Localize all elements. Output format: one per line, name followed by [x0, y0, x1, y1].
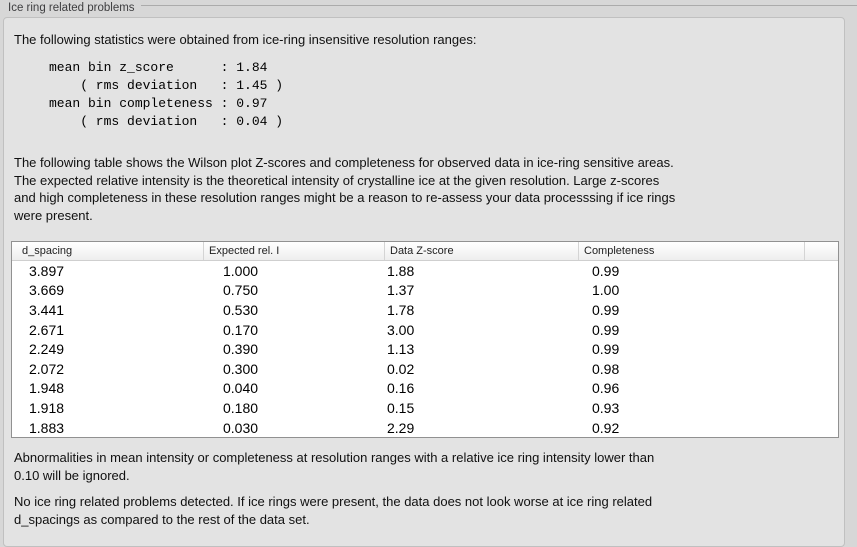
cell-d-spacing: 1.948: [29, 380, 65, 397]
column-header-expected-rel-i[interactable]: Expected rel. I: [203, 242, 384, 260]
cell-data-z-score: 2.29: [387, 419, 415, 436]
cell-expected-rel-i: 0.390: [223, 341, 259, 358]
cell-data-z-score: 1.88: [387, 262, 415, 279]
statistics-block: mean bin z_score : 1.84 ( rms deviation …: [49, 60, 284, 129]
cell-d-spacing: 2.072: [29, 360, 65, 377]
cell-completeness: 1.00: [592, 282, 620, 299]
table-body: 3.897 1.000 1.88 0.99 3.669 0.750 1.37 1…: [12, 261, 838, 437]
cell-data-z-score: 0.15: [387, 399, 415, 416]
cell-d-spacing: 1.883: [29, 419, 65, 436]
table-row[interactable]: 3.441 0.530 1.78 0.99: [12, 300, 838, 320]
cell-data-z-score: 0.16: [387, 380, 415, 397]
table-row[interactable]: 3.669 0.750 1.37 1.00: [12, 281, 838, 301]
cell-completeness: 0.99: [592, 341, 620, 358]
cell-expected-rel-i: 0.170: [223, 321, 259, 338]
cell-data-z-score: 1.78: [387, 301, 415, 318]
cell-expected-rel-i: 1.000: [223, 262, 259, 279]
cell-data-z-score: 1.13: [387, 341, 415, 358]
column-header-d-spacing[interactable]: d_spacing: [22, 245, 73, 257]
column-header-completeness[interactable]: Completeness: [578, 242, 804, 260]
cell-data-z-score: 1.37: [387, 282, 415, 299]
cell-d-spacing: 3.441: [29, 301, 65, 318]
table-row[interactable]: 3.897 1.000 1.88 0.99: [12, 261, 838, 281]
groupbox-caption: Ice ring related problems: [8, 2, 135, 14]
ice-ring-panel: The following statistics were obtained f…: [3, 17, 845, 547]
result-note: No ice ring related problems detected. I…: [14, 494, 653, 527]
table-header-row: d_spacing Expected rel. I Data Z-score C…: [12, 242, 838, 261]
column-header-data-z-score[interactable]: Data Z-score: [384, 242, 578, 260]
table-row[interactable]: 1.948 0.040 0.16 0.96: [12, 379, 838, 399]
cell-completeness: 0.92: [592, 419, 620, 436]
table-note-text: The following table shows the Wilson plo…: [14, 155, 676, 223]
cell-d-spacing: 3.897: [29, 262, 65, 279]
cell-data-z-score: 0.02: [387, 360, 415, 377]
cell-expected-rel-i: 0.030: [223, 419, 259, 436]
ice-ring-table[interactable]: d_spacing Expected rel. I Data Z-score C…: [11, 241, 839, 439]
table-row[interactable]: 1.918 0.180 0.15 0.93: [12, 398, 838, 418]
intro-text: The following statistics were obtained f…: [14, 32, 477, 47]
cell-completeness: 0.93: [592, 399, 620, 416]
table-row[interactable]: 2.072 0.300 0.02 0.98: [12, 359, 838, 379]
cell-expected-rel-i: 0.530: [223, 301, 259, 318]
table-row[interactable]: 2.249 0.390 1.13 0.99: [12, 339, 838, 359]
cell-expected-rel-i: 0.180: [223, 399, 259, 416]
cell-expected-rel-i: 0.040: [223, 380, 259, 397]
table-row[interactable]: 1.883 0.030 2.29 0.92: [12, 418, 838, 438]
cell-completeness: 0.98: [592, 360, 620, 377]
cell-completeness: 0.99: [592, 321, 620, 338]
cell-completeness: 0.99: [592, 262, 620, 279]
cell-data-z-score: 3.00: [387, 321, 415, 338]
table-row[interactable]: 2.671 0.170 3.00 0.99: [12, 320, 838, 340]
cell-d-spacing: 2.249: [29, 341, 65, 358]
groupbox-caption-line: [141, 5, 857, 6]
cell-expected-rel-i: 0.300: [223, 360, 259, 377]
cell-completeness: 0.96: [592, 380, 620, 397]
cell-d-spacing: 1.918: [29, 399, 65, 416]
cell-completeness: 0.99: [592, 301, 620, 318]
cell-d-spacing: 2.671: [29, 321, 65, 338]
cell-expected-rel-i: 0.750: [223, 282, 259, 299]
column-header-filler: [804, 242, 838, 260]
cell-d-spacing: 3.669: [29, 282, 65, 299]
abnormalities-note: Abnormalities in mean intensity or compl…: [14, 450, 655, 483]
